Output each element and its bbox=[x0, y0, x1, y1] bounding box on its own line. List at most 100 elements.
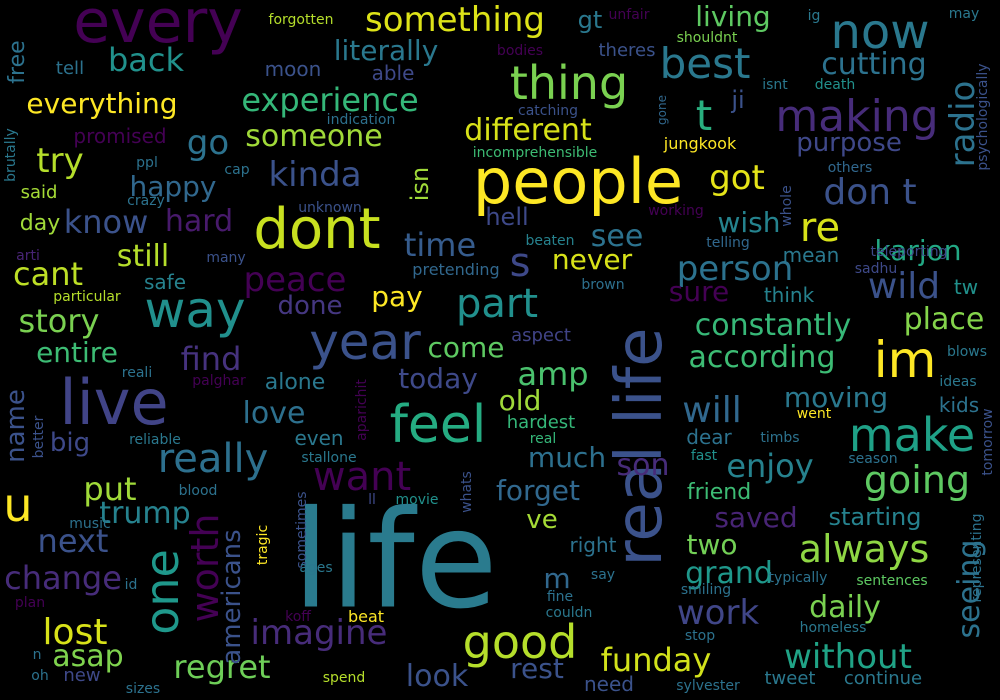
word-particular: particular bbox=[53, 289, 121, 305]
word-want: want bbox=[312, 454, 412, 500]
word-aparichit: aparichit bbox=[354, 379, 370, 441]
word-friend: friend bbox=[686, 480, 752, 505]
word-beat: beat bbox=[347, 607, 385, 626]
word-sadhu: sadhu bbox=[854, 261, 898, 277]
word-reliable: reliable bbox=[129, 432, 181, 448]
word-beaten: beaten bbox=[525, 233, 575, 249]
word-theres: theres bbox=[598, 40, 656, 61]
word-wild: wild bbox=[867, 266, 941, 307]
word-t: t bbox=[695, 91, 713, 140]
word-sure: sure bbox=[668, 275, 730, 308]
word-isn: isn bbox=[406, 166, 434, 202]
word-love: love bbox=[242, 396, 306, 431]
word-jungkook: jungkook bbox=[663, 134, 737, 153]
word-brutally: brutally bbox=[3, 128, 19, 182]
word-really: really bbox=[157, 436, 269, 482]
word-different: different bbox=[464, 113, 592, 148]
word-s: s bbox=[509, 240, 531, 286]
word-day: day bbox=[19, 211, 61, 236]
word-music: music bbox=[69, 516, 111, 532]
word-incomprehensible: incomprehensible bbox=[472, 145, 598, 161]
word-unknown: unknown bbox=[298, 200, 362, 216]
word-look: look bbox=[405, 659, 469, 694]
word-asap: asap bbox=[52, 639, 124, 674]
word-amp: amp bbox=[517, 355, 589, 393]
word-new: new bbox=[63, 665, 101, 686]
word-today: today bbox=[398, 362, 478, 395]
word-real-life: real life bbox=[603, 327, 677, 567]
word-old: old bbox=[498, 384, 542, 417]
word-try: try bbox=[36, 141, 84, 181]
word-crazy: crazy bbox=[127, 193, 165, 209]
word-sometimes: sometimes bbox=[294, 491, 310, 569]
word-free: free bbox=[5, 40, 30, 84]
word-re: re bbox=[799, 205, 841, 251]
word-sentences: sentences bbox=[856, 573, 928, 589]
word-koff: koff bbox=[285, 609, 311, 625]
word-said: said bbox=[20, 182, 58, 203]
word-moon: moon bbox=[264, 57, 322, 81]
word-even: even bbox=[294, 426, 344, 450]
word-movie: movie bbox=[395, 492, 439, 508]
word-thing: thing bbox=[509, 56, 629, 110]
word-saved: saved bbox=[714, 501, 798, 534]
word-may: may bbox=[948, 6, 980, 22]
word-ppl: ppl bbox=[136, 155, 158, 171]
word-ll: ll bbox=[368, 492, 376, 508]
word-time: time bbox=[403, 226, 477, 264]
word-big: big bbox=[49, 428, 91, 458]
word-name: name bbox=[1, 389, 31, 463]
word-ideas: ideas bbox=[939, 374, 977, 390]
word-say: say bbox=[590, 567, 616, 583]
word-never: never bbox=[551, 243, 633, 276]
word-arti: arti bbox=[16, 248, 40, 264]
word-best: best bbox=[659, 39, 751, 88]
word-spend: spend bbox=[322, 670, 366, 686]
word-life: life bbox=[292, 481, 498, 639]
word-sylvester: sylvester bbox=[676, 678, 740, 694]
word-pretending: pretending bbox=[412, 260, 500, 279]
word-karjon: karjon bbox=[874, 234, 962, 267]
word-one: one bbox=[135, 549, 189, 635]
word-hardest: hardest bbox=[506, 412, 576, 433]
word-always: always bbox=[798, 527, 930, 571]
word-cutting: cutting bbox=[821, 47, 927, 82]
word-stallone: stallone bbox=[301, 450, 357, 466]
word-part: part bbox=[455, 281, 539, 327]
word-im: im bbox=[873, 331, 937, 389]
word-many: many bbox=[206, 250, 246, 266]
word-cant: cant bbox=[12, 255, 84, 293]
word-place: place bbox=[903, 302, 985, 337]
word-see: see bbox=[590, 219, 644, 254]
word-ages: ages bbox=[299, 560, 333, 576]
word-enjoy: enjoy bbox=[726, 447, 814, 485]
word-experience: experience bbox=[241, 81, 419, 119]
word-americans: americans bbox=[217, 529, 247, 665]
word-dont: dont bbox=[253, 197, 381, 262]
word-palghar: palghar bbox=[192, 373, 246, 389]
word-tell: tell bbox=[55, 58, 85, 79]
word-tweet: tweet bbox=[764, 668, 816, 689]
word-person: person bbox=[676, 249, 794, 289]
word-story: story bbox=[18, 302, 100, 340]
word-teleporting: teleporting bbox=[870, 244, 948, 260]
word-forget: forget bbox=[496, 474, 580, 507]
word-m: m bbox=[543, 562, 571, 595]
word-psychologically: psychologically bbox=[975, 63, 991, 171]
word-bodies: bodies bbox=[496, 43, 544, 59]
word-better: better bbox=[31, 415, 47, 459]
word-go: go bbox=[186, 123, 230, 163]
word-year: year bbox=[309, 313, 421, 371]
word-u: u bbox=[3, 478, 33, 532]
word-much: much bbox=[527, 441, 607, 474]
word-indication: indication bbox=[326, 112, 396, 128]
word-something: something bbox=[364, 0, 546, 40]
word-catching: catching bbox=[518, 103, 578, 119]
word-rest: rest bbox=[510, 652, 564, 685]
word-able: able bbox=[371, 61, 415, 85]
word-others: others bbox=[827, 160, 873, 176]
word-find: find bbox=[180, 340, 242, 378]
word-tomorrow: tomorrow bbox=[980, 408, 996, 476]
word-tw: tw bbox=[953, 275, 979, 299]
word-whole: whole bbox=[779, 185, 795, 227]
